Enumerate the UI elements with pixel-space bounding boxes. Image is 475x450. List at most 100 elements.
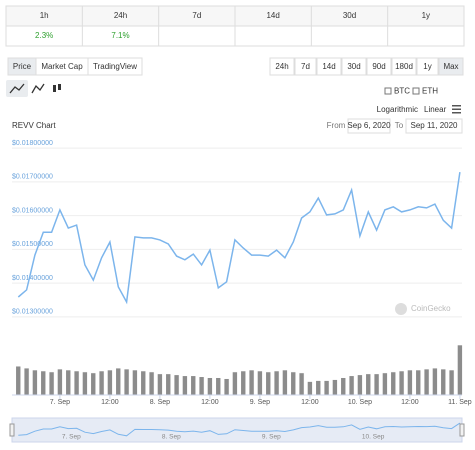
range-label: 7d bbox=[301, 62, 310, 71]
volume-bar bbox=[273, 370, 280, 396]
volume-bar bbox=[432, 367, 438, 396]
y-tick-label: $0.01600000 bbox=[12, 207, 53, 214]
volume-bar bbox=[257, 370, 263, 396]
volume-bar bbox=[182, 375, 188, 396]
volume-bar bbox=[123, 368, 130, 396]
to-input[interactable] bbox=[405, 118, 463, 134]
x-tick-label: 12:00 bbox=[401, 399, 419, 406]
navigator-line bbox=[18, 422, 461, 437]
x-tick-label: 8. Sep bbox=[150, 399, 170, 406]
volume-bar bbox=[290, 371, 297, 396]
volume-bar bbox=[57, 368, 63, 396]
x-tick-label: 12:00 bbox=[101, 399, 119, 406]
navigator-handle[interactable] bbox=[459, 423, 465, 437]
volume-bar bbox=[348, 375, 355, 396]
volume-bar bbox=[340, 377, 347, 396]
volume-bar bbox=[223, 378, 230, 396]
range-button[interactable] bbox=[391, 57, 417, 76]
x-tick-label: 7. Sep bbox=[50, 399, 70, 406]
tab-label: TradingView bbox=[93, 62, 137, 71]
volume-bar bbox=[373, 373, 380, 396]
volume-bar bbox=[440, 368, 447, 396]
range-button[interactable] bbox=[366, 57, 392, 76]
menu-icon[interactable] bbox=[452, 105, 461, 114]
y-tick-label: $0.01500000 bbox=[12, 241, 53, 248]
volume-bar bbox=[15, 365, 22, 396]
candle-icon bbox=[58, 84, 61, 90]
range-label: 30d bbox=[347, 62, 360, 71]
from-label: From bbox=[327, 121, 346, 130]
period-header: 1h bbox=[40, 11, 49, 20]
volume-bar bbox=[90, 372, 97, 396]
range-label: 14d bbox=[322, 62, 335, 71]
range-label: 1y bbox=[423, 62, 431, 71]
navigator-label: 10. Sep bbox=[362, 434, 385, 441]
volume-bar bbox=[232, 371, 238, 396]
y-tick-label: $0.01800000 bbox=[12, 140, 53, 147]
menu-bar bbox=[452, 108, 461, 110]
period-header: 1y bbox=[422, 11, 430, 20]
period-change: 2.3% bbox=[35, 31, 53, 40]
x-tick-label: 10. Sep bbox=[348, 399, 372, 406]
x-tick-label: 12:00 bbox=[201, 399, 219, 406]
volume-bar bbox=[48, 371, 55, 396]
volume-bar bbox=[165, 373, 172, 396]
volume-bar bbox=[307, 381, 313, 396]
volume-bar bbox=[82, 371, 88, 396]
volume-bar bbox=[173, 374, 180, 396]
to-date: Sep 11, 2020 bbox=[410, 121, 458, 130]
volume-bar bbox=[107, 369, 113, 396]
from-input[interactable] bbox=[347, 118, 391, 134]
range-button[interactable] bbox=[416, 57, 439, 76]
candle-icon[interactable] bbox=[53, 85, 56, 92]
volume-bar bbox=[323, 380, 330, 396]
checkbox[interactable] bbox=[384, 87, 392, 95]
volume-bar bbox=[140, 370, 147, 396]
checkbox[interactable] bbox=[412, 87, 420, 95]
area-icon[interactable] bbox=[31, 83, 45, 94]
tab-label: Price bbox=[13, 62, 32, 71]
volume-bar bbox=[65, 369, 72, 396]
volume-bar bbox=[132, 369, 138, 396]
volume-bar bbox=[390, 371, 397, 396]
volume-bar bbox=[198, 376, 205, 396]
x-tick-label: 9. Sep bbox=[250, 399, 270, 406]
volume-bar bbox=[357, 374, 363, 396]
range-button[interactable] bbox=[438, 57, 464, 76]
volume-bar bbox=[398, 370, 405, 396]
range-label: 180d bbox=[395, 62, 413, 71]
period-header: 14d bbox=[266, 11, 279, 20]
x-tick-label: 12:00 bbox=[301, 399, 319, 406]
range-button[interactable] bbox=[341, 57, 367, 76]
range-button[interactable] bbox=[316, 57, 342, 76]
volume-bar bbox=[265, 371, 272, 396]
range-button[interactable] bbox=[294, 57, 317, 76]
range-label: 90d bbox=[372, 62, 385, 71]
menu-bar bbox=[452, 105, 461, 107]
volume-bar bbox=[315, 380, 322, 396]
volume-bar bbox=[248, 369, 255, 396]
volume-bar bbox=[215, 377, 222, 396]
volume-bar bbox=[282, 369, 288, 396]
scale-option[interactable]: Linear bbox=[424, 105, 447, 114]
period-header: 7d bbox=[192, 11, 201, 20]
navigator-handle[interactable] bbox=[9, 423, 15, 437]
line-icon bbox=[9, 83, 25, 94]
y-tick-label: $0.01700000 bbox=[12, 174, 53, 181]
tab[interactable] bbox=[87, 57, 143, 76]
volume-bar bbox=[40, 370, 47, 396]
volume-bar bbox=[23, 367, 30, 396]
volume-bar bbox=[365, 373, 372, 396]
volume-bar bbox=[98, 370, 105, 396]
volume-bar bbox=[415, 369, 422, 396]
scale-option[interactable]: Logarithmic bbox=[377, 105, 418, 114]
volume-bar bbox=[73, 370, 80, 396]
volume-bar bbox=[157, 373, 163, 396]
range-button[interactable] bbox=[269, 57, 295, 76]
y-tick-label: $0.01400000 bbox=[12, 275, 53, 282]
volume-bar bbox=[423, 368, 430, 396]
volume-bar bbox=[190, 375, 197, 396]
volume-bar bbox=[207, 377, 213, 396]
range-label: Max bbox=[443, 62, 458, 71]
